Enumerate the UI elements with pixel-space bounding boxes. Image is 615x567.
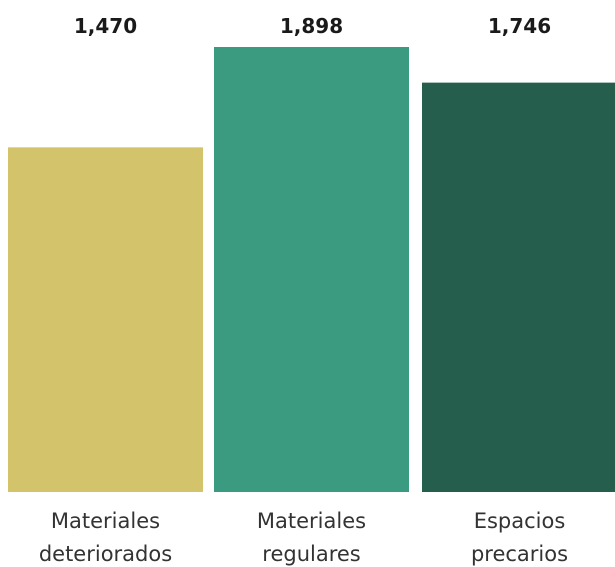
category-label-2-line-0: Espacios [474,509,566,533]
category-labels-group: Materiales deteriorados Materiales regulare… [39,509,568,566]
bar-0 [8,147,203,493]
bar-1 [214,47,409,492]
value-label-1: 1,898 [280,14,343,38]
category-label-1-line-1: regulares [262,542,360,566]
value-label-2: 1,746 [488,14,551,38]
bar-2 [422,82,615,492]
bars-group [8,47,615,493]
value-label-0: 1,470 [74,14,137,38]
category-label-2-line-1: precarios [471,542,568,566]
category-label-0-line-0: Materiales [51,509,160,533]
category-label-1-line-0: Materiales [257,509,366,533]
category-label-0-line-1: deteriorados [39,542,172,566]
value-labels-group: 1,470 1,898 1,746 [74,14,551,38]
